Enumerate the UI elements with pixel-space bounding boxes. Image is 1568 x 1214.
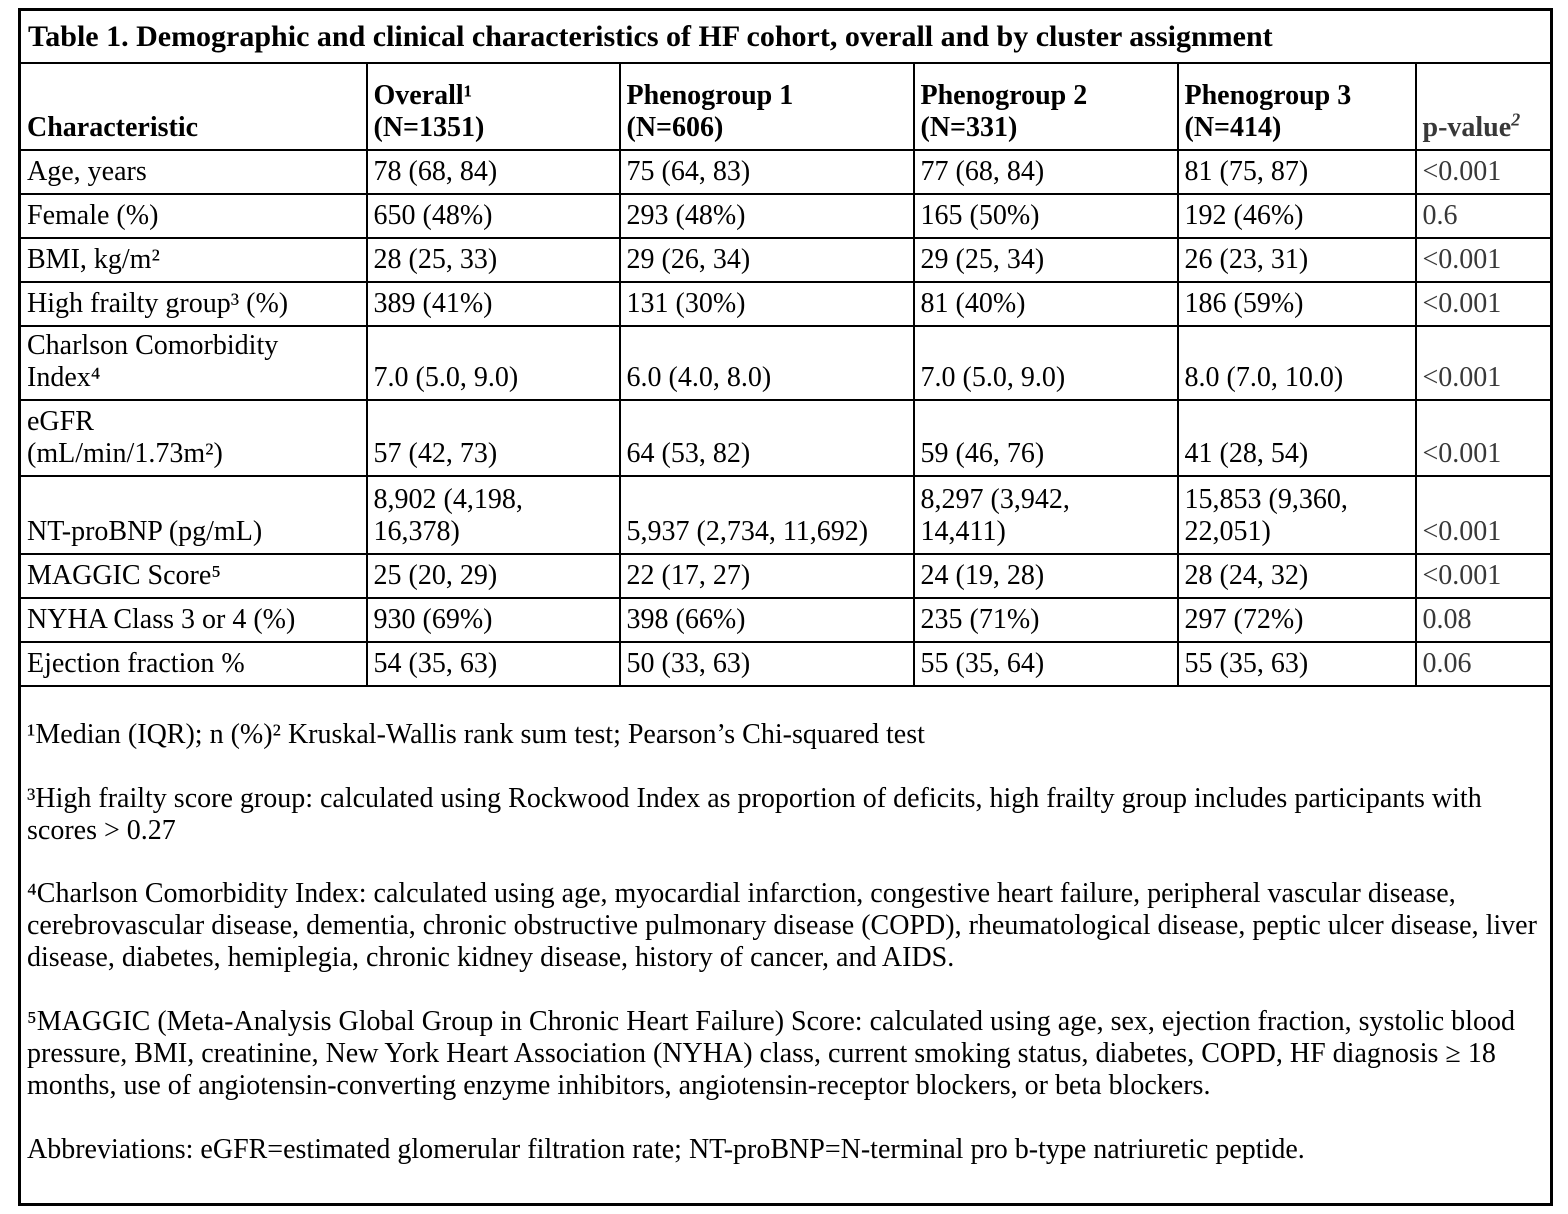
cell-pvalue: <0.001: [1414, 281, 1553, 327]
table-row-charlson-index: Charlson Comorbidity Index⁴ 7.0 (5.0, 9.…: [18, 325, 1553, 401]
row-label: Charlson Comorbidity Index⁴: [18, 325, 368, 401]
cell-phenogroup3: 41 (28, 54): [1176, 399, 1417, 477]
cell-phenogroup3: 15,853 (9,360, 22,051): [1176, 475, 1417, 555]
cell-phenogroup3: 26 (23, 31): [1176, 237, 1417, 283]
cell-phenogroup1: 22 (17, 27): [618, 553, 915, 599]
cell-overall: 650 (48%): [365, 193, 621, 239]
pvalue-header-superscript: 2: [1511, 109, 1521, 130]
row-label: MAGGIC Score⁵: [18, 553, 368, 599]
table-row-nyha-class: NYHA Class 3 or 4 (%) 930 (69%) 398 (66%…: [18, 597, 1553, 643]
cell-phenogroup2: 59 (46, 76): [912, 399, 1179, 477]
cell-phenogroup1: 398 (66%): [618, 597, 915, 643]
row-label: eGFR (mL/min/1.73m²): [18, 399, 368, 477]
cell-overall: 930 (69%): [365, 597, 621, 643]
row-label: Female (%): [18, 193, 368, 239]
footnote-maggic-score: ⁵MAGGIC (Meta-Analysis Global Group in C…: [27, 1006, 1515, 1101]
cell-phenogroup2: 29 (25, 34): [912, 237, 1179, 283]
row-label: NYHA Class 3 or 4 (%): [18, 597, 368, 643]
cell-pvalue: <0.001: [1414, 325, 1553, 401]
cell-phenogroup1: 64 (53, 82): [618, 399, 915, 477]
demographics-table: Table 1. Demographic and clinical charac…: [18, 8, 1554, 1206]
cell-phenogroup1: 75 (64, 83): [618, 149, 915, 195]
cell-phenogroup2: 8,297 (3,942, 14,411): [912, 475, 1179, 555]
cell-phenogroup2: 81 (40%): [912, 281, 1179, 327]
cell-phenogroup3: 81 (75, 87): [1176, 149, 1417, 195]
table-row-egfr: eGFR (mL/min/1.73m²) 57 (42, 73) 64 (53,…: [18, 399, 1553, 477]
row-label: NT-proBNP (pg/mL): [18, 475, 368, 555]
table-row-nt-probnp: NT-proBNP (pg/mL) 8,902 (4,198, 16,378) …: [18, 475, 1553, 555]
column-header-overall: Overall¹ (N=1351): [365, 62, 621, 151]
cell-phenogroup2: 235 (71%): [912, 597, 1179, 643]
table-row-maggic-score: MAGGIC Score⁵ 25 (20, 29) 22 (17, 27) 24…: [18, 553, 1553, 599]
cell-pvalue: <0.001: [1414, 149, 1553, 195]
cell-phenogroup2: 77 (68, 84): [912, 149, 1179, 195]
cell-phenogroup2: 24 (19, 28): [912, 553, 1179, 599]
cell-phenogroup3: 8.0 (7.0, 10.0): [1176, 325, 1417, 401]
cell-pvalue: 0.06: [1414, 641, 1553, 687]
cell-phenogroup1: 50 (33, 63): [618, 641, 915, 687]
table-row-bmi: BMI, kg/m² 28 (25, 33) 29 (26, 34) 29 (2…: [18, 237, 1553, 283]
footnote-abbreviations: Abbreviations: eGFR=estimated glomerular…: [27, 1133, 1305, 1165]
cell-overall: 7.0 (5.0, 9.0): [365, 325, 621, 401]
cell-phenogroup3: 28 (24, 32): [1176, 553, 1417, 599]
table-header-row: Characteristic Overall¹ (N=1351) Phenogr…: [18, 62, 1553, 151]
cell-phenogroup3: 192 (46%): [1176, 193, 1417, 239]
table-title: Table 1. Demographic and clinical charac…: [18, 8, 1553, 64]
cell-overall: 8,902 (4,198, 16,378): [365, 475, 621, 555]
cell-overall: 25 (20, 29): [365, 553, 621, 599]
cell-overall: 78 (68, 84): [365, 149, 621, 195]
cell-phenogroup2: 7.0 (5.0, 9.0): [912, 325, 1179, 401]
cell-pvalue: <0.001: [1414, 237, 1553, 283]
cell-phenogroup1: 29 (26, 34): [618, 237, 915, 283]
cell-phenogroup1: 293 (48%): [618, 193, 915, 239]
cell-phenogroup3: 55 (35, 63): [1176, 641, 1417, 687]
table-row-age: Age, years 78 (68, 84) 75 (64, 83) 77 (6…: [18, 149, 1553, 195]
column-header-characteristic: Characteristic: [18, 62, 368, 151]
table-row-high-frailty: High frailty group³ (%) 389 (41%) 131 (3…: [18, 281, 1553, 327]
footnote-high-frailty: ³High frailty score group: calculated us…: [27, 782, 1482, 846]
cell-phenogroup3: 297 (72%): [1176, 597, 1417, 643]
pvalue-header-label: p-value: [1422, 112, 1512, 144]
column-header-phenogroup2: Phenogroup 2 (N=331): [912, 62, 1179, 151]
cell-phenogroup3: 186 (59%): [1176, 281, 1417, 327]
cell-pvalue: 0.6: [1414, 193, 1553, 239]
cell-phenogroup1: 6.0 (4.0, 8.0): [618, 325, 915, 401]
footnotes-row: ¹Median (IQR); n (%)² Kruskal-Wallis ran…: [18, 685, 1553, 1205]
cell-pvalue: <0.001: [1414, 553, 1553, 599]
cell-overall: 54 (35, 63): [365, 641, 621, 687]
cell-overall: 28 (25, 33): [365, 237, 621, 283]
table-row-ejection-fraction: Ejection fraction % 54 (35, 63) 50 (33, …: [18, 641, 1553, 687]
table-title-row: Table 1. Demographic and clinical charac…: [18, 8, 1553, 64]
cell-overall: 389 (41%): [365, 281, 621, 327]
cell-pvalue: <0.001: [1414, 475, 1553, 555]
cell-phenogroup2: 165 (50%): [912, 193, 1179, 239]
cell-overall: 57 (42, 73): [365, 399, 621, 477]
row-label: Age, years: [18, 149, 368, 195]
cell-phenogroup2: 55 (35, 64): [912, 641, 1179, 687]
row-label: Ejection fraction %: [18, 641, 368, 687]
cell-phenogroup1: 131 (30%): [618, 281, 915, 327]
table-row-female: Female (%) 650 (48%) 293 (48%) 165 (50%)…: [18, 193, 1553, 239]
footnote-median-iqr: ¹Median (IQR); n (%)² Kruskal-Wallis ran…: [27, 718, 925, 750]
column-header-phenogroup1: Phenogroup 1 (N=606): [618, 62, 915, 151]
cell-phenogroup1: 5,937 (2,734, 11,692): [618, 475, 915, 555]
row-label: High frailty group³ (%): [18, 281, 368, 327]
cell-pvalue: 0.08: [1414, 597, 1553, 643]
row-label: BMI, kg/m²: [18, 237, 368, 283]
footnote-charlson-index: ⁴Charlson Comorbidity Index: calculated …: [27, 878, 1537, 974]
cell-pvalue: <0.001: [1414, 399, 1553, 477]
column-header-phenogroup3: Phenogroup 3 (N=414): [1176, 62, 1417, 151]
footnotes-block: ¹Median (IQR); n (%)² Kruskal-Wallis ran…: [18, 685, 1553, 1205]
column-header-pvalue: p-value2: [1414, 62, 1553, 151]
